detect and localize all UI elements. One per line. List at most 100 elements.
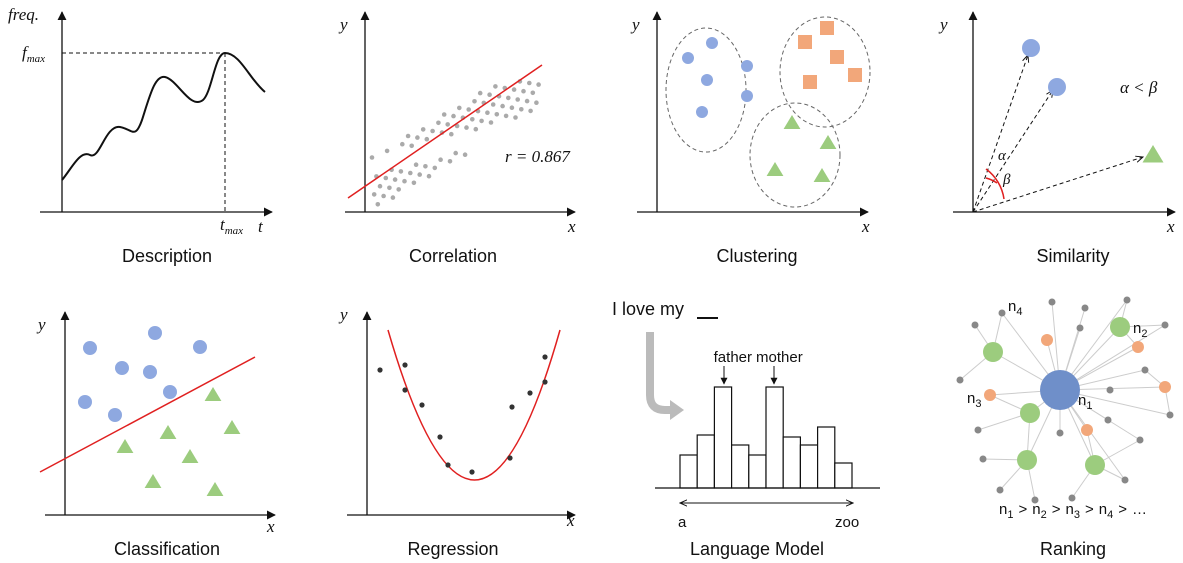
hub-node <box>1040 370 1080 410</box>
histogram-bar <box>816 426 836 489</box>
data-point <box>527 390 533 396</box>
network-node <box>984 389 996 401</box>
peak-word: mother <box>756 349 803 366</box>
base: n <box>999 501 1007 518</box>
scatter-point <box>506 95 511 101</box>
subscript: 1 <box>1007 509 1013 521</box>
scatter-point <box>453 150 459 156</box>
scatter-point <box>432 165 438 171</box>
scatter-point <box>534 100 539 105</box>
scatter-point <box>411 180 417 186</box>
scatter-point <box>457 105 462 111</box>
regression-curve <box>387 329 561 481</box>
green-point <box>223 420 241 434</box>
data-point <box>469 469 475 475</box>
subscript: 4 <box>1107 509 1113 521</box>
subscript: max <box>27 53 45 65</box>
data-point <box>507 455 513 461</box>
peak-word: father <box>714 349 752 366</box>
caption: Regression <box>407 539 498 559</box>
scatter-point <box>384 148 390 154</box>
scatter-point <box>445 122 451 127</box>
scatter-point <box>423 164 428 169</box>
histogram-bar <box>765 386 784 489</box>
scatter-point <box>524 98 530 104</box>
scatter-point <box>402 178 407 184</box>
base: f <box>22 43 29 62</box>
base: t <box>220 215 226 234</box>
subscript: 3 <box>1074 509 1080 521</box>
scatter-point <box>396 187 402 192</box>
network-node <box>1085 455 1105 475</box>
scatter-point <box>477 90 483 96</box>
blue-point <box>701 74 713 86</box>
scatter-point <box>430 128 435 134</box>
cluster-boundary <box>665 27 747 153</box>
network-node <box>1166 411 1174 419</box>
blue-point <box>741 60 753 72</box>
network-node <box>1017 450 1037 470</box>
blue-point <box>696 106 708 118</box>
y-label: y <box>36 315 46 334</box>
histogram-bar <box>679 454 698 489</box>
scatter-point <box>449 131 454 137</box>
network-node <box>1048 298 1056 306</box>
base: n <box>967 390 975 407</box>
network-node <box>998 309 1006 317</box>
blue-point <box>148 326 162 340</box>
network-node <box>1031 496 1039 504</box>
blue-point <box>83 341 97 355</box>
scatter-point <box>436 120 441 126</box>
scatter-point <box>420 127 426 132</box>
scatter-point <box>515 97 520 102</box>
network-node <box>1159 381 1171 393</box>
network-node <box>1020 403 1040 423</box>
network-node <box>1068 494 1076 502</box>
scatter-point <box>451 113 456 119</box>
scatter-point <box>503 113 509 119</box>
prompt: I love my <box>612 299 684 319</box>
scatter-point <box>509 105 515 110</box>
blue-point <box>78 395 92 409</box>
decision-boundary <box>39 356 256 473</box>
green-point <box>144 474 162 488</box>
vector-point <box>1048 78 1066 96</box>
blue-point <box>682 52 694 64</box>
network-node <box>1136 436 1144 444</box>
angle-arc <box>985 168 1005 200</box>
histogram-bar <box>834 462 853 489</box>
subscript: 2 <box>1141 328 1147 340</box>
network-node <box>971 321 979 329</box>
blue-point <box>115 361 129 375</box>
cluster-boundary <box>779 16 871 128</box>
network-node <box>1081 424 1093 436</box>
fit-line <box>347 64 543 199</box>
separator: > <box>1052 501 1061 518</box>
green-point <box>116 439 134 453</box>
scatter-point <box>479 118 484 124</box>
base: n <box>1133 320 1141 337</box>
network-node <box>979 455 987 463</box>
data-point <box>509 404 515 410</box>
orange-point <box>830 50 844 64</box>
network-node <box>1041 334 1053 346</box>
network-node <box>974 426 982 434</box>
network-node <box>1123 296 1131 304</box>
histogram-bar <box>799 444 819 489</box>
vector <box>972 90 1053 213</box>
blue-point <box>163 385 177 399</box>
network-node <box>1076 324 1084 332</box>
angle-label: α <box>998 148 1007 164</box>
vector-point <box>1022 39 1040 57</box>
scatter-point <box>472 99 477 104</box>
data-point <box>377 367 383 373</box>
vector-point <box>1142 145 1164 163</box>
scatter-point <box>528 108 533 114</box>
flow-arrow <box>646 332 672 414</box>
histogram-bar <box>696 434 716 489</box>
green-point <box>206 482 224 496</box>
network-node <box>1121 476 1129 484</box>
scatter-point <box>527 80 532 86</box>
network-node <box>996 486 1004 494</box>
scatter-point <box>490 102 496 107</box>
